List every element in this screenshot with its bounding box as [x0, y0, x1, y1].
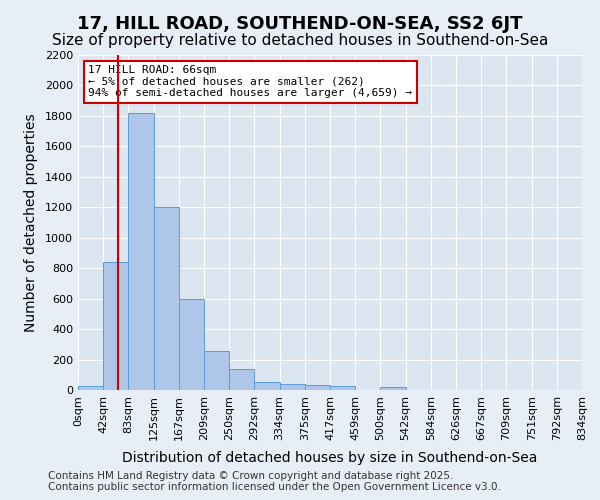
X-axis label: Distribution of detached houses by size in Southend-on-Sea: Distribution of detached houses by size … [122, 451, 538, 465]
Bar [330, 386, 355, 390]
Bar [380, 387, 406, 390]
Bar [179, 298, 204, 390]
Bar [154, 208, 179, 390]
Text: Contains HM Land Registry data © Crown copyright and database right 2025.
Contai: Contains HM Land Registry data © Crown c… [48, 471, 501, 492]
Bar [229, 370, 254, 390]
Bar [204, 351, 229, 390]
Y-axis label: Number of detached properties: Number of detached properties [24, 113, 38, 332]
Text: 17, HILL ROAD, SOUTHEND-ON-SEA, SS2 6JT: 17, HILL ROAD, SOUTHEND-ON-SEA, SS2 6JT [77, 15, 523, 33]
Bar [128, 113, 154, 390]
Bar [305, 386, 330, 390]
Bar [254, 382, 280, 390]
Bar [78, 386, 103, 390]
Bar [280, 384, 305, 390]
Text: Size of property relative to detached houses in Southend-on-Sea: Size of property relative to detached ho… [52, 32, 548, 48]
Bar [103, 262, 128, 390]
Text: 17 HILL ROAD: 66sqm
← 5% of detached houses are smaller (262)
94% of semi-detach: 17 HILL ROAD: 66sqm ← 5% of detached hou… [88, 65, 412, 98]
